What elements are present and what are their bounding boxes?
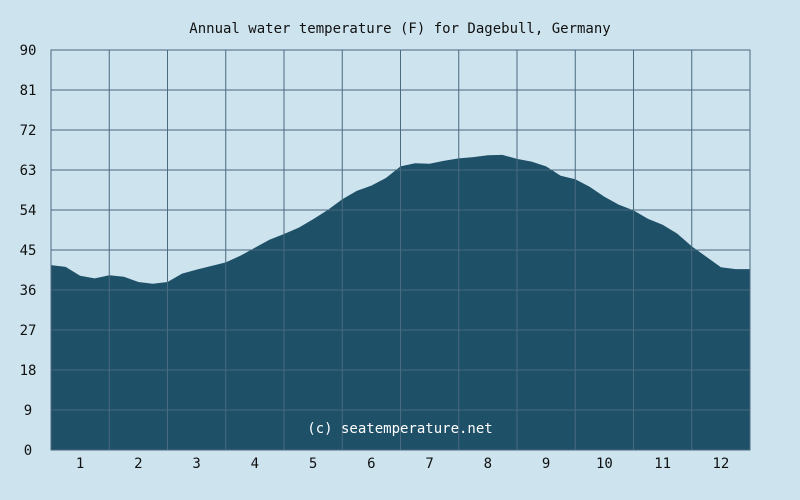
x-tick-label: 5 — [309, 456, 317, 472]
y-tick-label: 36 — [20, 283, 37, 299]
y-tick-label: 27 — [20, 323, 37, 339]
watermark-text: (c) seatemperature.net — [307, 421, 492, 437]
grid-layer — [50, 49, 751, 451]
plot-frame — [50, 49, 751, 451]
x-axis-ticks: 1 2 3 4 5 6 7 8 9 10 11 12 — [76, 456, 729, 472]
x-tick-label: 8 — [484, 456, 492, 472]
y-tick-label: 0 — [24, 443, 32, 459]
y-tick-label: 18 — [20, 363, 37, 379]
x-tick-label: 1 — [76, 456, 84, 472]
y-tick-label: 45 — [20, 243, 37, 259]
x-tick-label: 2 — [134, 456, 142, 472]
y-tick-label: 63 — [20, 163, 37, 179]
y-tick-label: 90 — [20, 43, 37, 59]
x-tick-label: 10 — [596, 456, 613, 472]
x-tick-label: 3 — [192, 456, 200, 472]
y-tick-label: 54 — [20, 203, 37, 219]
y-tick-label: 9 — [24, 403, 32, 419]
y-axis-ticks: 0 9 18 27 36 45 54 63 72 81 90 — [20, 43, 37, 459]
x-tick-label: 6 — [367, 456, 375, 472]
chart-title: Annual water temperature (F) for Dagebul… — [189, 21, 610, 37]
x-tick-label: 11 — [654, 456, 671, 472]
x-tick-label: 12 — [712, 456, 729, 472]
y-tick-label: 72 — [20, 123, 37, 139]
x-tick-label: 4 — [251, 456, 259, 472]
x-tick-label: 7 — [425, 456, 433, 472]
x-tick-label: 9 — [542, 456, 550, 472]
y-tick-label: 81 — [20, 83, 37, 99]
